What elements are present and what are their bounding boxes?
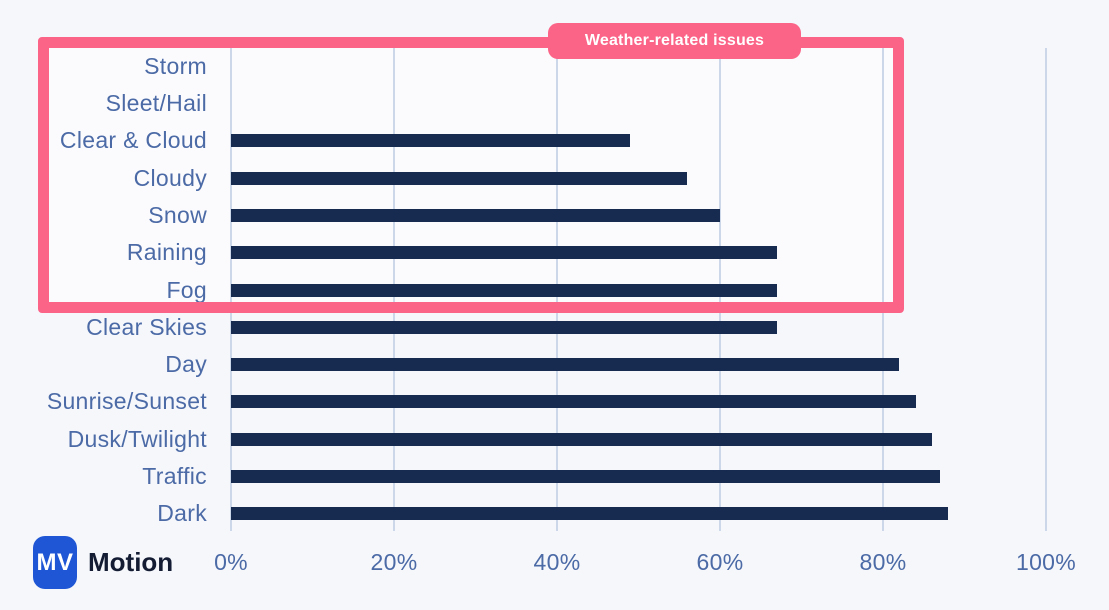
category-label-day: Day <box>165 351 207 378</box>
chart-row-dusk-twilight: Dusk/Twilight <box>0 421 1109 458</box>
category-label-sleet-hail: Sleet/Hail <box>105 90 207 117</box>
chart-row-clear-cloud: Clear & Cloud <box>0 122 1109 159</box>
annotation-badge: Weather-related issues <box>548 23 801 59</box>
x-axis-tick-label: 60% <box>696 549 744 575</box>
bar-traffic <box>231 470 941 484</box>
category-label-traffic: Traffic <box>142 463 207 490</box>
category-label-cloudy: Cloudy <box>133 164 207 191</box>
chart-row-sleet-hail: Sleet/Hail <box>0 85 1109 122</box>
chart-row-traffic: Traffic <box>0 458 1109 495</box>
bar-clear-cloud <box>231 134 631 148</box>
weather-highlight-box <box>38 37 904 313</box>
annotation-badge-label: Weather-related issues <box>584 32 765 49</box>
category-label-raining: Raining <box>126 239 207 266</box>
chart-row-cloudy: Cloudy <box>0 160 1109 197</box>
bar-snow <box>231 208 720 222</box>
bar-day <box>231 358 900 372</box>
bar-fog <box>231 283 778 297</box>
logo-brand-name: Motion <box>88 547 174 577</box>
bar-dark <box>231 507 949 521</box>
category-label-fog: Fog <box>166 276 207 303</box>
x-axis-tick-label: 80% <box>859 549 907 575</box>
category-label-sunrise-sunset: Sunrise/Sunset <box>46 388 207 415</box>
category-label-dark: Dark <box>157 500 207 527</box>
x-axis-tick-label: 100% <box>1015 549 1077 575</box>
bar-sunrise-sunset <box>231 395 916 409</box>
bar-raining <box>231 246 778 260</box>
category-label-clear-skies: Clear Skies <box>86 313 207 340</box>
x-axis-tick-label: 20% <box>370 549 418 575</box>
chart-row-raining: Raining <box>0 234 1109 271</box>
x-axis-tick-label: 40% <box>533 549 581 575</box>
x-axis-tick-label: 0% <box>214 549 248 575</box>
category-label-clear-cloud: Clear & Cloud <box>59 127 207 154</box>
chart-row-clear-skies: Clear Skies <box>0 309 1109 346</box>
mv-logo-icon: MV <box>33 536 77 589</box>
category-label-dusk-twilight: Dusk/Twilight <box>67 425 207 452</box>
chart-row-day: Day <box>0 346 1109 383</box>
bar-cloudy <box>231 171 688 185</box>
gridline-80% <box>882 48 884 531</box>
chart-row-fog: Fog <box>0 271 1109 308</box>
chart-row-sunrise-sunset: Sunrise/Sunset <box>0 383 1109 420</box>
category-label-snow: Snow <box>148 201 207 228</box>
brand-logo: MV Motion <box>33 536 173 589</box>
chart-row-dark: Dark <box>0 495 1109 532</box>
category-label-storm: Storm <box>144 52 207 79</box>
chart-row-storm: Storm <box>0 48 1109 85</box>
bar-dusk-twilight <box>231 432 932 446</box>
bar-clear-skies <box>231 320 778 334</box>
gridline-100% <box>1045 48 1047 531</box>
chart-row-snow: Snow <box>0 197 1109 234</box>
logo-monogram: MV <box>36 548 74 576</box>
